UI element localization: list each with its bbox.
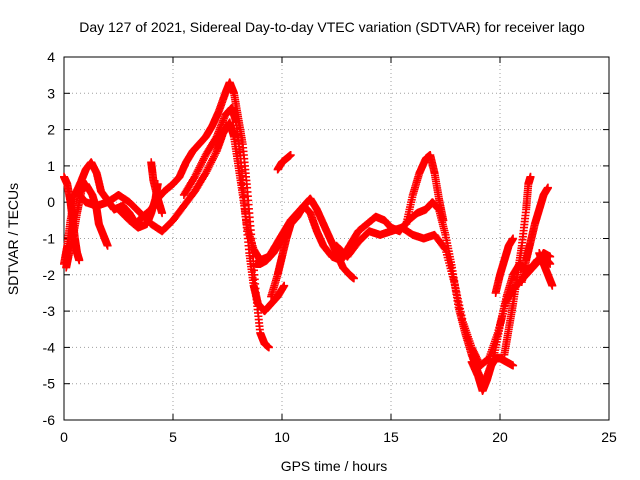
series-arc-15 xyxy=(517,183,552,287)
data-point xyxy=(158,209,167,218)
data-point xyxy=(509,234,518,243)
data-point xyxy=(543,183,552,192)
series-arc-9 xyxy=(273,151,295,174)
data-point xyxy=(190,172,199,181)
data-point xyxy=(206,160,215,169)
y-tick-label: -1 xyxy=(43,231,56,247)
data-point xyxy=(193,167,202,176)
data-point xyxy=(75,256,84,265)
data-point xyxy=(349,274,358,283)
x-tick-label: 20 xyxy=(492,429,508,445)
data-point xyxy=(201,169,210,178)
data-point xyxy=(195,163,204,172)
series-arc-1 xyxy=(60,78,273,352)
data-marks xyxy=(60,78,557,395)
data-point xyxy=(198,158,207,167)
data-point xyxy=(286,151,295,160)
grid xyxy=(64,57,609,420)
series-arc-4 xyxy=(75,118,555,388)
series-arc-3 xyxy=(60,172,84,265)
y-tick-label: -6 xyxy=(43,412,56,428)
y-tick-label: -2 xyxy=(43,267,56,283)
data-point xyxy=(209,152,218,161)
data-point xyxy=(210,151,219,160)
data-point xyxy=(264,343,273,352)
data-point xyxy=(208,156,217,165)
data-point xyxy=(205,161,214,170)
data-point xyxy=(202,167,211,176)
data-point xyxy=(509,361,518,370)
data-point xyxy=(278,234,286,243)
data-point xyxy=(208,154,217,163)
data-point xyxy=(196,161,205,170)
y-tick-label: 4 xyxy=(47,49,55,65)
y-tick-label: 2 xyxy=(47,122,55,138)
data-point xyxy=(440,244,449,253)
data-point xyxy=(192,169,201,178)
data-point xyxy=(203,165,212,174)
y-tick-label: -5 xyxy=(43,376,56,392)
y-tick-label: 0 xyxy=(47,194,55,210)
y-axis-label: SDTVAR / TECUs xyxy=(5,183,21,295)
axis-ticks: 0 5 10 15 20 25 -6 -5 -4 -3 -2 -1 0 1 2 3 4 xyxy=(43,49,617,445)
x-tick-label: 25 xyxy=(601,429,617,445)
series-arc-16 xyxy=(491,234,518,297)
data-point xyxy=(546,252,555,261)
y-tick-label: -4 xyxy=(43,339,56,355)
data-point xyxy=(103,241,112,250)
data-point xyxy=(197,160,206,169)
data-point xyxy=(199,154,208,163)
data-point xyxy=(191,170,200,179)
data-point xyxy=(198,156,207,165)
series-arc-14 xyxy=(500,172,535,359)
series-arc-12 xyxy=(402,151,448,228)
x-tick-label: 0 xyxy=(60,429,68,445)
x-tick-label: 10 xyxy=(274,429,290,445)
y-tick-label: 1 xyxy=(47,158,55,174)
data-point xyxy=(439,216,448,225)
chart-title: Day 127 of 2021, Sidereal Day-to-day VTE… xyxy=(79,19,585,35)
x-tick-label: 15 xyxy=(383,429,399,445)
series-arc-6 xyxy=(147,158,167,218)
data-point xyxy=(204,163,213,172)
data-point xyxy=(526,172,535,181)
data-point xyxy=(207,158,216,167)
data-point xyxy=(280,281,289,290)
x-tick-label: 5 xyxy=(169,429,177,445)
x-axis-label: GPS time / hours xyxy=(281,458,388,474)
series-arc-7 xyxy=(179,103,289,316)
series-arc-10 xyxy=(251,234,286,268)
y-tick-label: -3 xyxy=(43,303,56,319)
series-arc-17 xyxy=(535,249,557,290)
data-point xyxy=(548,281,557,290)
y-tick-label: 3 xyxy=(47,85,55,101)
data-point xyxy=(194,165,203,174)
